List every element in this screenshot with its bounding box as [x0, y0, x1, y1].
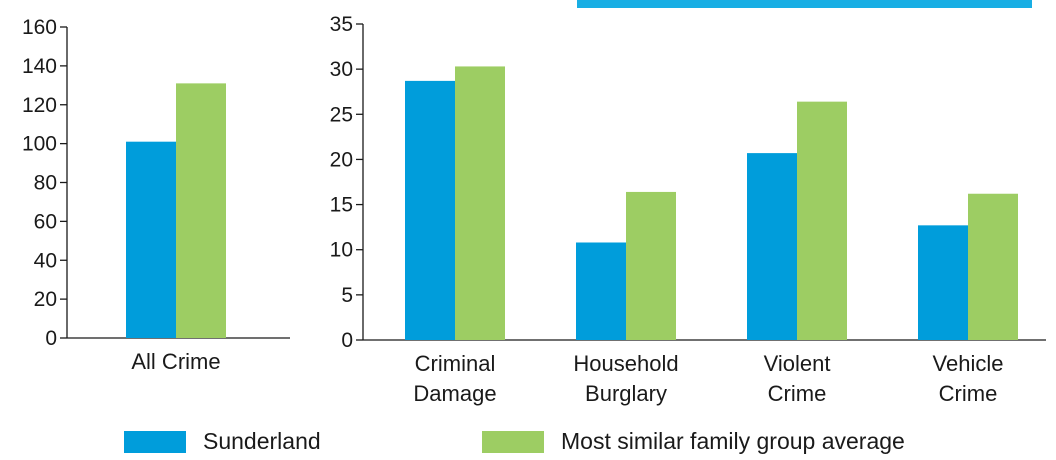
- x-category-label: Household Burglary: [573, 351, 678, 406]
- y-tick-label: 15: [330, 194, 353, 217]
- legend-item-family-average: Most similar family group average: [482, 428, 905, 455]
- legend-item-sunderland: Sunderland: [124, 428, 321, 455]
- bar-household-burglary-sunderland: [576, 242, 626, 340]
- y-tick-label: 120: [22, 94, 57, 117]
- bar-criminal-damage-family-average: [455, 66, 505, 340]
- x-category-label: All Crime: [131, 349, 220, 374]
- legend-swatch-family-average: [482, 430, 544, 453]
- bar-violent-crime-family-average: [797, 101, 847, 340]
- bar-criminal-damage-sunderland: [405, 80, 455, 340]
- legend-label-sunderland: Sunderland: [203, 428, 321, 454]
- y-tick-label: 5: [341, 284, 353, 307]
- top-accent-bar: [577, 0, 1032, 8]
- crime-type-chart: 0 5 10 15 20 25 30 35 Criminal Damage Household Bur…: [330, 13, 1046, 406]
- y-tick-label: 80: [34, 172, 57, 195]
- bar-all-crime-family-average: [176, 83, 226, 339]
- y-tick-label: 30: [330, 58, 353, 81]
- y-tick-label: 60: [34, 210, 57, 233]
- x-category-label: Violent Crime: [764, 351, 831, 406]
- y-tick-label: 10: [330, 239, 353, 262]
- y-tick-label: 35: [330, 13, 353, 36]
- y-tick-label: 40: [34, 249, 57, 272]
- y-tick-label: 20: [34, 288, 57, 311]
- y-tick-label: 100: [22, 133, 57, 156]
- bar-all-crime-sunderland: [126, 141, 176, 338]
- x-category-label: Vehicle Crime: [933, 351, 1004, 406]
- y-tick-label: 160: [22, 16, 57, 39]
- legend-swatch-sunderland: [124, 430, 186, 453]
- y-tick-label: 25: [330, 103, 353, 126]
- y-tick-label: 140: [22, 55, 57, 78]
- y-tick-label: 0: [341, 329, 353, 352]
- y-tick-label: 0: [45, 327, 57, 350]
- bar-household-burglary-family-average: [626, 191, 676, 340]
- all-crime-chart: 0 20 40 60 80 100 120 140 160 All Crime: [22, 16, 290, 374]
- x-category-label: Criminal Damage: [413, 351, 496, 406]
- bar-violent-crime-sunderland: [747, 153, 797, 340]
- bar-vehicle-crime-sunderland: [918, 225, 968, 340]
- legend-label-family-average: Most similar family group average: [561, 428, 905, 454]
- y-tick-label: 20: [330, 148, 353, 171]
- bar-vehicle-crime-family-average: [968, 193, 1018, 340]
